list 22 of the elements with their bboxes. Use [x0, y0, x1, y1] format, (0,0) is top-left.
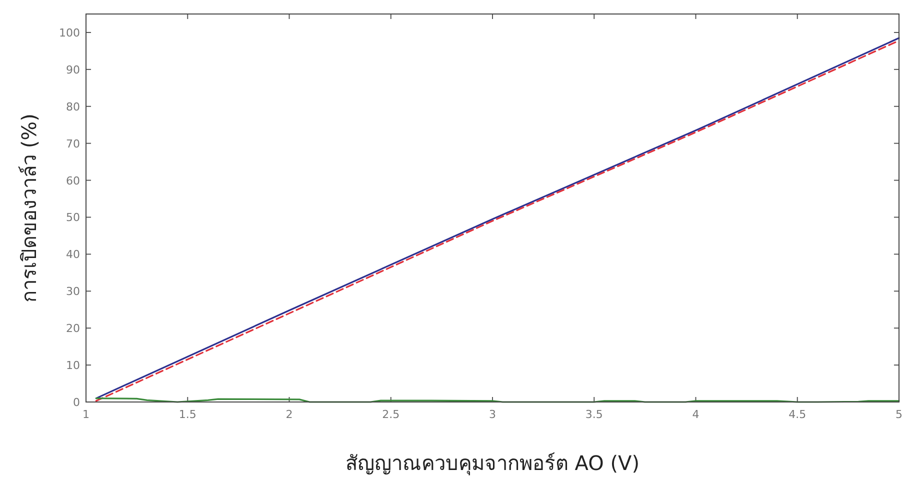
x-tick-label: 2	[286, 408, 293, 421]
x-tick-label: 1.5	[178, 408, 196, 421]
y-tick-label: 50	[66, 211, 80, 224]
x-tick-label: 3.5	[585, 408, 603, 421]
y-tick-label: 90	[66, 63, 80, 76]
y-tick-label: 80	[66, 100, 80, 114]
y-tick-label: 70	[66, 137, 80, 150]
y-axis-title: การเปิดของวาล์ว (%)	[17, 114, 41, 302]
y-tick-label: 40	[66, 248, 80, 262]
x-tick-label: 2.5	[382, 408, 400, 421]
y-tick-label: 20	[66, 322, 80, 336]
x-tick-label: 4.5	[788, 408, 806, 421]
x-tick-label: 1	[82, 408, 90, 421]
y-tick-label: 60	[66, 174, 80, 188]
y-tick-label: 100	[59, 26, 80, 40]
y-tick-label: 30	[66, 285, 80, 298]
x-axis-title: สัญญาณควบคุมจากพอร์ต AO (V)	[345, 451, 640, 476]
x-tick-label: 5	[896, 408, 902, 421]
y-tick-label: 0	[73, 396, 80, 409]
y-tick-label: 10	[66, 359, 80, 372]
x-tick-label: 3	[489, 408, 496, 421]
x-tick-label: 4	[692, 408, 700, 421]
